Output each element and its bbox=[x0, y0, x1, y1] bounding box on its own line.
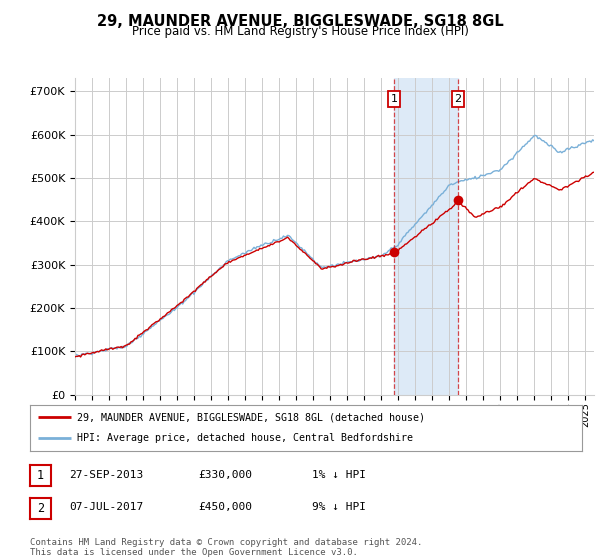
Text: £330,000: £330,000 bbox=[198, 470, 252, 480]
Text: £450,000: £450,000 bbox=[198, 502, 252, 512]
Text: 1% ↓ HPI: 1% ↓ HPI bbox=[312, 470, 366, 480]
Text: 27-SEP-2013: 27-SEP-2013 bbox=[69, 470, 143, 480]
Bar bbox=[394, 78, 458, 395]
Text: Price paid vs. HM Land Registry's House Price Index (HPI): Price paid vs. HM Land Registry's House … bbox=[131, 25, 469, 38]
Text: 07-JUL-2017: 07-JUL-2017 bbox=[69, 502, 143, 512]
Text: 29, MAUNDER AVENUE, BIGGLESWADE, SG18 8GL: 29, MAUNDER AVENUE, BIGGLESWADE, SG18 8G… bbox=[97, 14, 503, 29]
Text: 1: 1 bbox=[391, 94, 397, 104]
Text: 9% ↓ HPI: 9% ↓ HPI bbox=[312, 502, 366, 512]
Text: 2: 2 bbox=[37, 502, 44, 515]
Text: 2: 2 bbox=[454, 94, 461, 104]
Text: Contains HM Land Registry data © Crown copyright and database right 2024.
This d: Contains HM Land Registry data © Crown c… bbox=[30, 538, 422, 557]
Text: 1: 1 bbox=[37, 469, 44, 482]
Text: 29, MAUNDER AVENUE, BIGGLESWADE, SG18 8GL (detached house): 29, MAUNDER AVENUE, BIGGLESWADE, SG18 8G… bbox=[77, 412, 425, 422]
Text: HPI: Average price, detached house, Central Bedfordshire: HPI: Average price, detached house, Cent… bbox=[77, 433, 413, 444]
